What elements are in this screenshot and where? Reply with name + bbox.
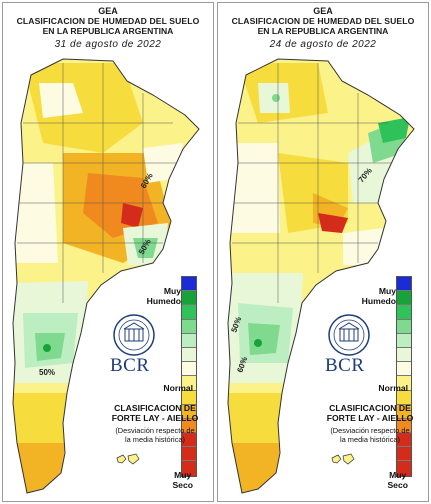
malvinas-islands-icon bbox=[116, 453, 140, 465]
legend-top-label: Muy Humedo bbox=[146, 286, 181, 306]
legend-swatch bbox=[397, 376, 411, 391]
classification-note-line2: la media histórica) bbox=[125, 435, 185, 444]
legend-bottom-label: Muy Seco bbox=[172, 470, 193, 490]
map-date: 31 de agosto de 2022 bbox=[54, 39, 162, 50]
legend-swatch bbox=[397, 347, 411, 363]
legend-swatch bbox=[182, 447, 196, 462]
legend-swatch bbox=[397, 418, 411, 434]
bcr-seal-icon bbox=[113, 314, 155, 356]
legend-swatch bbox=[397, 333, 411, 348]
legend-swatch bbox=[182, 347, 196, 363]
legend-swatch bbox=[182, 376, 196, 391]
bcr-logo: BCR bbox=[110, 355, 150, 376]
legend-swatch bbox=[182, 362, 196, 377]
classification-line1: CLASIFICACION DE bbox=[329, 403, 411, 413]
legend-swatch bbox=[397, 305, 411, 320]
org-label: GEA bbox=[313, 6, 333, 16]
map-title-line2: EN LA REPUBLICA ARGENTINA bbox=[42, 26, 174, 36]
legend-swatch bbox=[397, 277, 411, 292]
legend-swatch bbox=[397, 390, 411, 405]
legend-swatch bbox=[182, 291, 196, 306]
legend-swatch bbox=[182, 277, 196, 292]
classification-line1: CLASIFICACION DE bbox=[114, 403, 196, 413]
bcr-seal-icon bbox=[328, 314, 370, 356]
classification-note-line1: (Desviación respecto de bbox=[115, 426, 195, 435]
legend-top-label: Muy Humedo bbox=[361, 286, 396, 306]
legend-swatch bbox=[182, 404, 196, 419]
legend-swatch bbox=[182, 433, 196, 448]
contour-label: 50% bbox=[39, 368, 55, 377]
legend-color-bar bbox=[181, 276, 197, 477]
legend-swatch bbox=[397, 447, 411, 462]
legend-normal-label: Normal bbox=[163, 383, 193, 393]
legend-swatch bbox=[182, 418, 196, 434]
org-label: GEA bbox=[98, 6, 118, 16]
legend-swatch bbox=[182, 319, 196, 334]
legend-swatch bbox=[182, 333, 196, 348]
legend-swatch bbox=[182, 305, 196, 320]
map-panel-right: 70% 50% 60% GEA CLASIFICACION DE HUMEDAD… bbox=[217, 2, 429, 502]
map-title-line2: EN LA REPUBLICA ARGENTINA bbox=[257, 26, 389, 36]
legend-normal-label: Normal bbox=[378, 383, 408, 393]
legend-color-bar bbox=[396, 276, 412, 477]
classification-note-line1: (Desviación respecto de bbox=[330, 426, 410, 435]
legend-bottom-label: Muy Seco bbox=[387, 470, 408, 490]
legend-swatch bbox=[397, 362, 411, 377]
argentina-map-right: 70% 50% 60% bbox=[227, 58, 415, 494]
legend-swatch bbox=[182, 461, 196, 476]
classification-line2: FORTE LAY - AIELLO bbox=[326, 413, 414, 423]
legend-swatch bbox=[182, 390, 196, 405]
classification-line2: FORTE LAY - AIELLO bbox=[111, 413, 199, 423]
map-title-line1: CLASIFICACION DE HUMEDAD DEL SUELO bbox=[231, 16, 415, 26]
argentina-map-left: 60% 50% 50% bbox=[12, 58, 200, 494]
bcr-logo: BCR bbox=[325, 355, 365, 376]
legend-swatch bbox=[397, 461, 411, 476]
map-panel-left: 60% 50% 50% GEA CLASIFICACION DE HUMEDAD… bbox=[2, 2, 214, 502]
legend-swatch bbox=[397, 319, 411, 334]
map-title-line1: CLASIFICACION DE HUMEDAD DEL SUELO bbox=[16, 16, 200, 26]
legend-swatch bbox=[397, 404, 411, 419]
malvinas-islands-icon bbox=[331, 453, 355, 465]
classification-note-line2: la media histórica) bbox=[340, 435, 400, 444]
map-date: 24 de agosto de 2022 bbox=[269, 39, 377, 50]
legend-swatch bbox=[397, 433, 411, 448]
legend-swatch bbox=[397, 291, 411, 306]
